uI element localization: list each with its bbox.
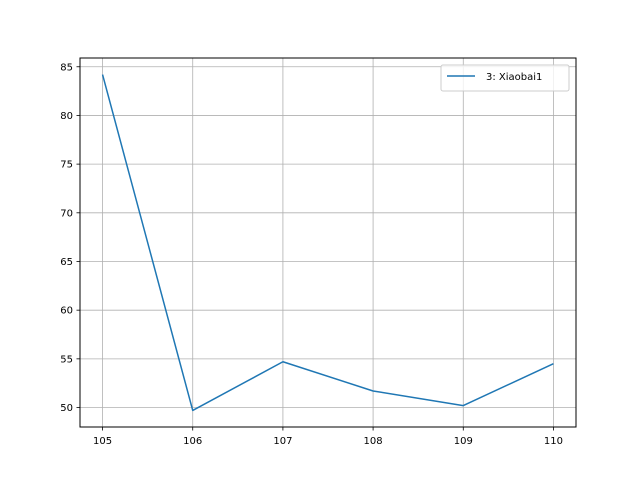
series-line <box>101 74 554 412</box>
legend: 3: Xiaobai1 <box>440 64 570 92</box>
x-tick-label: 108 <box>364 436 383 447</box>
y-tick-label: 55 <box>60 354 73 365</box>
series-layer <box>101 74 554 412</box>
y-axis: 50 55 60 65 70 75 80 85 <box>60 62 80 414</box>
x-tick-label: 107 <box>273 436 292 447</box>
x-tick-label: 109 <box>454 436 473 447</box>
grid <box>80 58 576 427</box>
plot-frame <box>79 57 577 428</box>
legend-label: 3: Xiaobai1 <box>486 72 542 83</box>
y-tick-label: 70 <box>60 208 73 219</box>
y-tick-label: 60 <box>60 306 73 317</box>
x-tick-label: 110 <box>544 436 563 447</box>
x-tick-label: 105 <box>93 436 112 447</box>
plot-area <box>80 58 576 427</box>
x-tick-label: 106 <box>183 436 202 447</box>
y-tick-label: 80 <box>60 111 73 122</box>
y-tick-label: 50 <box>60 403 73 414</box>
y-tick-label: 65 <box>60 257 73 268</box>
legend-box <box>440 64 570 92</box>
x-axis: 105 106 107 108 109 110 <box>93 427 563 447</box>
y-tick-label: 85 <box>60 62 73 73</box>
y-tick-label: 75 <box>60 160 73 171</box>
